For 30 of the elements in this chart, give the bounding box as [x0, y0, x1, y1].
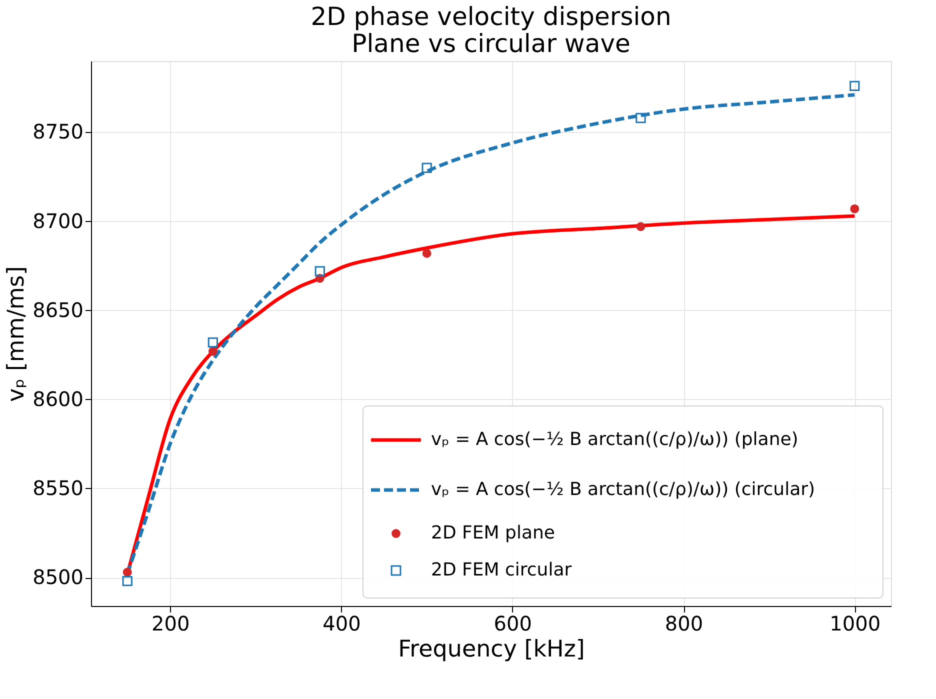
text: 2D phase velocity dispersion: [310, 2, 672, 31]
text: Plane vs circular wave: [352, 29, 630, 58]
point: [636, 112, 646, 124]
point: [636, 222, 646, 232]
point: [208, 337, 218, 348]
legend-label: vₚ = A cos(−½ B arctan((c/ρ)/ω)) (circular): [431, 479, 816, 500]
point: [422, 162, 432, 173]
legend-label: 2D FEM plane: [431, 522, 555, 544]
y-tick-label: 8550: [32, 476, 84, 500]
y-axis-title: vₚ [mm/ms]: [4, 266, 30, 402]
legend-label: 2D FEM circular: [431, 560, 572, 580]
point: [850, 80, 860, 92]
legend-label: vₚ = A cos(−½ B arctan((c/ρ)/ω)) (plane): [431, 429, 798, 450]
y-tick-label: 8750: [32, 120, 84, 144]
y-tick-label: 8600: [32, 386, 84, 411]
y-tick-label: 8700: [32, 208, 84, 233]
point: [208, 346, 218, 356]
x-tick-label: 1000: [830, 612, 881, 636]
point: [422, 248, 432, 258]
point: [122, 576, 132, 586]
x-tick-label: 600: [494, 612, 532, 636]
x-axis-title: Frequency [kHz]: [398, 636, 585, 662]
point: [314, 266, 325, 276]
point: [122, 568, 132, 577]
y-tick-label: 8500: [32, 565, 84, 590]
x-tick-label: 800: [664, 612, 704, 636]
x-tick-label: 200: [152, 612, 190, 636]
point: [850, 204, 860, 214]
y-tick-label: 8650: [32, 298, 84, 322]
x-tick-label: 400: [322, 612, 361, 636]
